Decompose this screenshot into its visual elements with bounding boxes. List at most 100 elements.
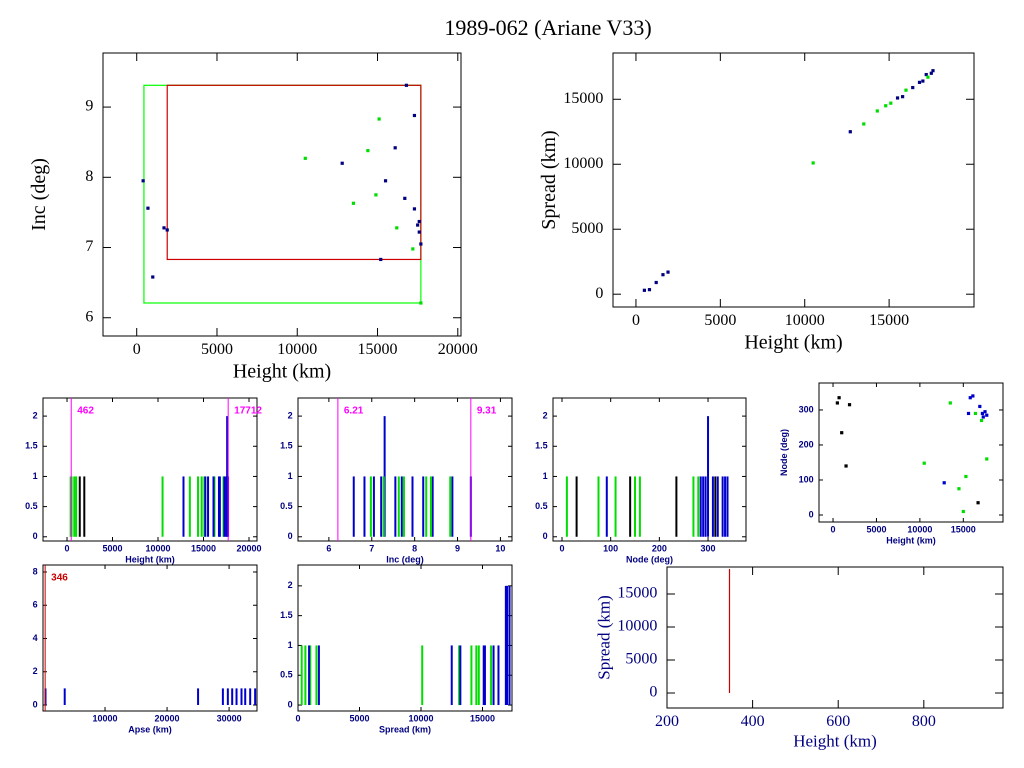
- x-tick-label: 800: [912, 713, 936, 730]
- x-tick-label: 10000: [907, 524, 932, 534]
- point: [985, 413, 989, 417]
- point: [904, 88, 908, 92]
- y-tick-label: 8: [85, 168, 93, 185]
- selection-box: [166, 84, 422, 261]
- x-tick-label: 200: [655, 713, 679, 730]
- point: [162, 226, 166, 230]
- x-tick-label: 200: [652, 543, 667, 553]
- y-tick-label: 2: [288, 410, 293, 420]
- point: [929, 71, 933, 75]
- point: [366, 149, 370, 153]
- x-tick-label: 300: [701, 543, 716, 553]
- marker-label: 462: [77, 406, 94, 417]
- y-axis-label: Spread (km): [538, 130, 560, 229]
- page-title: 1989-062 (Ariane V33): [444, 15, 651, 40]
- point: [395, 226, 399, 230]
- point: [979, 418, 984, 423]
- point: [404, 83, 409, 87]
- point: [884, 104, 888, 108]
- y-tick-label: 300: [799, 404, 814, 414]
- y-tick-label: 100: [799, 474, 814, 484]
- y-tick-label: 0: [649, 684, 657, 701]
- x-axis-label: Node (deg): [626, 554, 673, 564]
- point: [968, 396, 972, 400]
- point: [957, 487, 961, 491]
- point: [411, 247, 415, 251]
- x-tick-label: 0: [831, 524, 836, 534]
- point: [661, 273, 665, 277]
- point: [848, 130, 852, 134]
- point: [922, 461, 926, 465]
- point: [862, 122, 866, 126]
- x-tick-label: 0: [133, 341, 141, 358]
- y-tick-label: 0: [543, 531, 548, 541]
- x-axis-label: Height (km): [886, 535, 936, 545]
- point: [978, 404, 982, 409]
- x-tick-label: 15000: [470, 713, 495, 723]
- point: [146, 206, 150, 210]
- y-tick-label: 0: [33, 531, 38, 541]
- point: [966, 411, 971, 416]
- x-axis-label: Apse (km): [128, 724, 172, 734]
- point: [964, 474, 968, 479]
- y-tick-label: 0: [288, 699, 293, 709]
- plot-frame: [666, 566, 1004, 709]
- y-tick-label: 0.5: [535, 501, 548, 511]
- point: [973, 411, 978, 416]
- y-tick-label: 1.5: [535, 441, 548, 451]
- y-tick-label: 10000: [563, 155, 603, 172]
- y-tick-label: 2: [543, 410, 548, 420]
- x-tick-label: 15000: [869, 312, 909, 329]
- y-tick-label: 15000: [563, 90, 603, 107]
- y-tick-label: 0: [809, 509, 814, 519]
- point: [901, 95, 905, 99]
- x-tick-label: 8: [412, 543, 417, 553]
- y-tick-label: 5000: [571, 220, 603, 237]
- point: [412, 113, 417, 118]
- point: [403, 196, 407, 200]
- y-tick-label: 8: [33, 566, 38, 576]
- point: [393, 146, 397, 150]
- x-tick-label: 10000: [408, 713, 433, 723]
- marker-label: 9.31: [477, 406, 497, 417]
- x-tick-label: 0: [295, 713, 300, 723]
- x-tick-label: 30000: [217, 713, 242, 723]
- point: [141, 179, 145, 183]
- point: [811, 161, 815, 165]
- point: [983, 410, 987, 414]
- point: [981, 415, 985, 419]
- y-tick-label: 9: [85, 98, 93, 115]
- marker-label: 346: [51, 573, 68, 584]
- y-tick-label: 200: [799, 439, 814, 449]
- point: [921, 79, 925, 83]
- x-tick-label: 0: [632, 312, 640, 329]
- point: [971, 394, 975, 398]
- x-tick-label: 9: [455, 543, 460, 553]
- point: [837, 396, 841, 400]
- x-tick-label: 15000: [191, 543, 216, 553]
- y-tick-label: 1.5: [280, 441, 293, 451]
- point: [917, 80, 922, 84]
- point: [889, 101, 893, 105]
- plot-frame: [102, 52, 462, 337]
- point: [419, 301, 423, 305]
- point: [351, 201, 356, 205]
- x-axis-label: Height (km): [793, 731, 877, 750]
- x-axis-label: Height (km): [233, 360, 331, 382]
- x-tick-label: 20000: [155, 713, 180, 723]
- y-tick-label: 4: [33, 633, 38, 643]
- point: [961, 509, 965, 514]
- y-tick-label: 7: [85, 238, 93, 255]
- point: [340, 161, 344, 165]
- y-axis-label: Spread (km): [595, 595, 614, 680]
- point: [844, 464, 848, 468]
- x-axis-label: Spread (km): [379, 724, 431, 734]
- point: [416, 223, 420, 227]
- plot-frame: [297, 397, 513, 542]
- x-tick-label: 15000: [951, 524, 976, 534]
- x-tick-label: 15000: [358, 341, 398, 358]
- point: [931, 69, 935, 73]
- x-tick-label: 5000: [866, 524, 886, 534]
- x-tick-label: 6: [326, 543, 331, 553]
- plot-frame: [42, 397, 258, 542]
